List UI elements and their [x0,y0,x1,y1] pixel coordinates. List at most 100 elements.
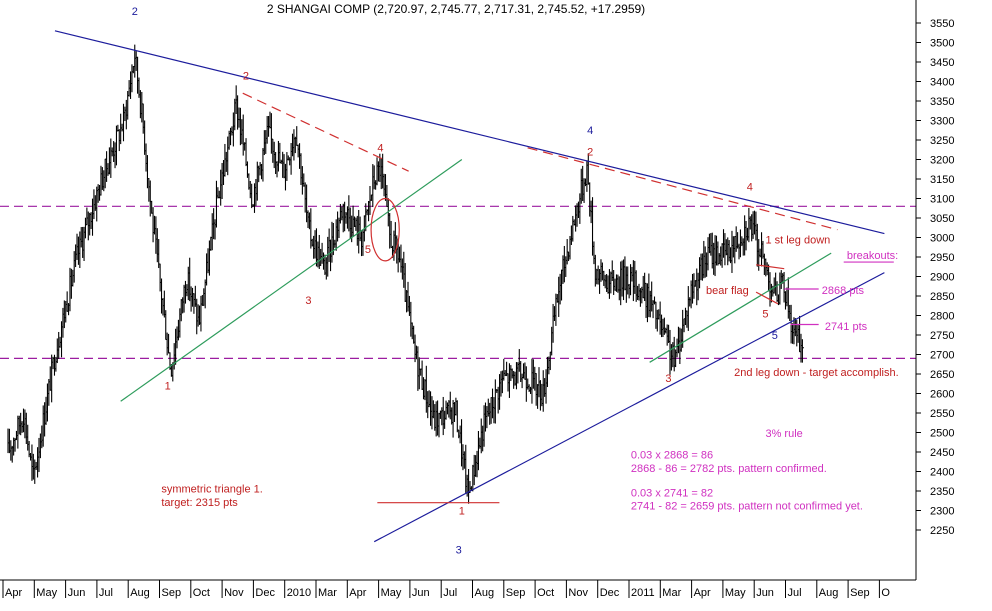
x-tick-label: Apr [349,587,366,599]
y-tick-label: 2300 [930,506,954,518]
y-tick-label: 2850 [930,291,954,303]
y-tick-label: 3050 [930,213,954,225]
wave-label: 4 [377,143,383,155]
y-tick-label: 2750 [930,330,954,342]
y-tick-label: 3250 [930,135,954,147]
x-tick-label: 2010 [287,587,311,599]
wave-label: 2 [132,6,138,18]
x-tick-label: Nov [568,587,588,599]
y-tick-label: 2650 [930,369,954,381]
red-dashed-line-2 [527,147,838,231]
x-tick-label: Apr [694,587,711,599]
calc-line-4: 2741 - 82 = 2659 pts. pattern not confir… [631,501,863,513]
bear-flag-line-bottom [755,291,779,305]
x-tick-label: Mar [318,587,337,599]
y-tick-label: 3300 [930,116,954,128]
x-tick-label: Jul [99,587,113,599]
wave-label: 3 [456,544,462,556]
x-tick-label: Oct [537,587,554,599]
x-tick-label: Sep [850,587,870,599]
wave-label: 2 [243,71,249,83]
y-tick-label: 2450 [930,447,954,459]
calc-line-1: 0.03 x 2868 = 86 [631,450,713,462]
x-tick-label: Jul [788,587,802,599]
wave-label: 3 [305,295,311,307]
lower-trendline [373,272,885,543]
x-tick-label: Sep [162,587,182,599]
y-tick-label: 3150 [930,174,954,186]
y-tick-label: 2600 [930,389,954,401]
x-tick-label: Aug [819,587,839,599]
x-tick-label: Oct [193,587,210,599]
y-tick-label: 3500 [930,38,954,50]
x-tick-label: Nov [224,587,244,599]
triangle-label-1: symmetric triangle 1. [161,484,262,496]
y-axis: 2250 2300 2350 2400 2450 2500 2550 2600 2650 2700… [916,18,954,537]
calc-line-2: 2868 - 86 = 2782 pts. pattern confirmed. [631,463,827,475]
first-leg-down-label: 1 st leg down [765,234,830,246]
level-2868-label: 2868 pts [822,285,865,297]
wave-label: 1 [459,505,465,517]
y-tick-label: 2350 [930,486,954,498]
y-tick-label: 3100 [930,194,954,206]
x-tick-label: Jun [412,587,430,599]
wave-label: 1 [165,381,171,393]
upper-trendline [54,30,885,235]
breakouts-label: breakouts: [847,250,898,262]
y-tick-label: 2900 [930,272,954,284]
wave-label: 4 [747,182,753,194]
annotations: 1 st leg down bear flag 2868 pts 2741 pts br… [161,234,898,512]
y-tick-label: 2950 [930,252,954,264]
bear-flag-label: bear flag [706,285,749,297]
x-tick-label: Aug [130,587,150,599]
x-tick-label: Jun [68,587,86,599]
triangle-label-2: target: 2315 pts [161,497,238,509]
x-tick-label: Aug [475,587,495,599]
x-tick-label: Sep [506,587,526,599]
red-dashed-line-1 [242,92,409,172]
x-tick-label: O [881,587,890,599]
y-tick-label: 2550 [930,408,954,420]
x-tick-label: 2011 [631,587,655,599]
x-tick-label: Dec [255,587,275,599]
wave-label: 2 [587,147,593,159]
wave-label: 3 [665,373,671,385]
x-tick-label: Dec [600,587,620,599]
bear-flag-line-top [755,264,785,270]
axes [0,0,917,581]
y-tick-label: 2500 [930,428,954,440]
y-tick-label: 2400 [930,467,954,479]
y-tick-label: 3350 [930,96,954,108]
y-tick-label: 3550 [930,18,954,30]
horizontal-levels [0,205,916,359]
x-tick-label: May [725,587,746,599]
wave-label: 5 [772,330,778,342]
wave-label: 4 [587,125,593,137]
x-tick-label: Apr [5,587,22,599]
y-tick-label: 2700 [930,350,954,362]
x-tick-label: Jun [756,587,774,599]
y-tick-label: 3200 [930,155,954,167]
three-percent-rule-label: 3% rule [765,428,802,440]
green-channel-line-2 [649,252,832,363]
y-tick-label: 3450 [930,57,954,69]
x-tick-label: Jul [443,587,457,599]
wave-label: 5 [365,244,371,256]
y-tick-label: 2800 [930,311,954,323]
wave-label: 5 [762,308,768,320]
x-tick-label: May [36,587,57,599]
green-channel-line-1 [120,159,463,402]
calc-line-3: 0.03 x 2741 = 82 [631,487,713,499]
y-tick-label: 3400 [930,77,954,89]
chart-title: 2 SHANGAI COMP (2,720.97, 2,745.77, 2,71… [267,2,645,16]
breakdown-ellipse-shape [370,197,400,262]
x-tick-label: May [381,587,402,599]
y-tick-label: 3000 [930,233,954,245]
level-2741-label: 2741 pts [825,321,868,333]
x-tick-label: Mar [662,587,681,599]
y-tick-label: 2250 [930,525,954,537]
x-axis: Apr May Jun Jul Aug Sep Oct Nov Dec 2010 Mar Apr May… [2,580,890,599]
breakdown-ellipse [370,197,400,262]
